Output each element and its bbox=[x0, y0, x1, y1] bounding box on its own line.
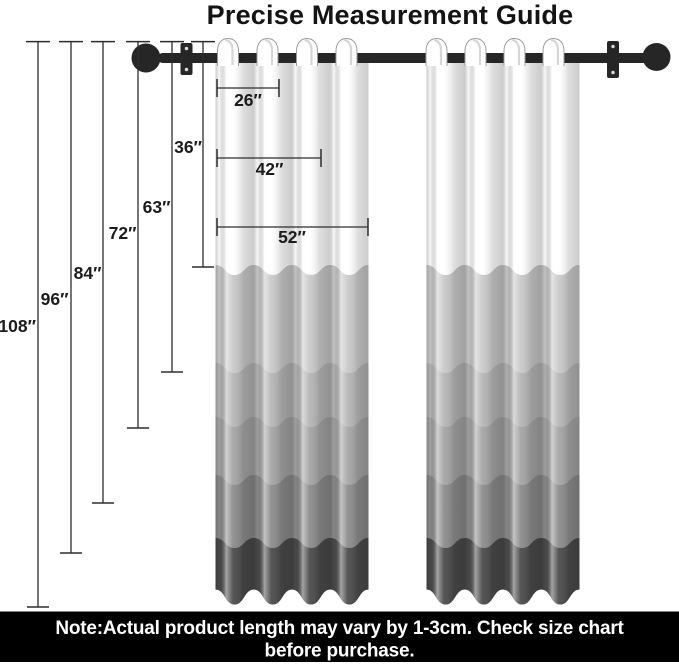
curtain-loop-shade bbox=[550, 38, 560, 65]
finial-ball-left bbox=[131, 43, 161, 73]
curtain-loop bbox=[464, 37, 487, 66]
width-measure-52: 52″ bbox=[216, 218, 369, 247]
note-line-1: Note:Actual product length may vary by 1… bbox=[55, 618, 624, 639]
note-bar: Note:Actual product length may vary by 1… bbox=[0, 611, 679, 662]
curtain-loop-shade bbox=[264, 38, 274, 65]
length-label: 96″ bbox=[41, 289, 69, 309]
curtain-loop bbox=[296, 37, 318, 66]
bracket-screw bbox=[610, 44, 616, 49]
width-measurements: 26″ 42″ 52″ bbox=[216, 79, 369, 247]
length-measure-63: 63″ bbox=[143, 40, 184, 373]
curtain-loop-shade bbox=[225, 38, 234, 65]
curtain-loop bbox=[335, 37, 358, 66]
width-measure-42: 42″ bbox=[216, 149, 322, 179]
width-label: 52″ bbox=[278, 227, 306, 247]
curtain-rod-assembly bbox=[131, 41, 671, 78]
curtain-loop bbox=[256, 37, 279, 66]
curtain-panel-right bbox=[426, 62, 580, 605]
curtain-panel-left bbox=[215, 62, 369, 605]
curtain-loop bbox=[217, 37, 239, 66]
finial-ball-right bbox=[642, 43, 671, 71]
curtain-loop bbox=[425, 37, 448, 66]
length-measure-72: 72″ bbox=[109, 40, 150, 429]
bracket-screw bbox=[610, 70, 616, 75]
fold-shading bbox=[426, 62, 580, 605]
width-label: 42″ bbox=[256, 159, 284, 179]
curtain-loop-shade bbox=[343, 38, 353, 65]
length-measurements: 108″ 96″ 84″ 72″ 63″ bbox=[0, 40, 215, 608]
curtain-loop bbox=[503, 37, 526, 66]
note-bar-background bbox=[0, 611, 679, 662]
curtain-loop-shade bbox=[304, 38, 313, 65]
curtain-loop-shade bbox=[433, 38, 443, 65]
width-measure-26: 26″ bbox=[216, 79, 280, 110]
note-line-2: before purchase. bbox=[265, 641, 415, 662]
curtain-loop-shade bbox=[472, 38, 482, 65]
curtain-loop-shade bbox=[511, 38, 521, 65]
length-measure-36: 36″ bbox=[174, 40, 215, 268]
length-measure-84: 84″ bbox=[74, 40, 115, 504]
width-label: 26″ bbox=[234, 90, 262, 110]
length-label: 72″ bbox=[109, 223, 137, 243]
length-label: 108″ bbox=[0, 316, 37, 336]
length-label: 36″ bbox=[174, 137, 202, 157]
length-measure-108: 108″ bbox=[0, 40, 50, 608]
page-title: Precise Measurement Guide bbox=[207, 0, 574, 30]
fold-shading bbox=[215, 62, 369, 605]
length-label: 84″ bbox=[74, 263, 102, 283]
bracket-screw bbox=[184, 67, 189, 72]
length-label: 63″ bbox=[143, 197, 171, 217]
bracket-screw bbox=[184, 46, 189, 51]
curtain-loop bbox=[542, 37, 565, 66]
curtain-loops bbox=[217, 37, 565, 66]
length-measure-96: 96″ bbox=[41, 40, 83, 554]
